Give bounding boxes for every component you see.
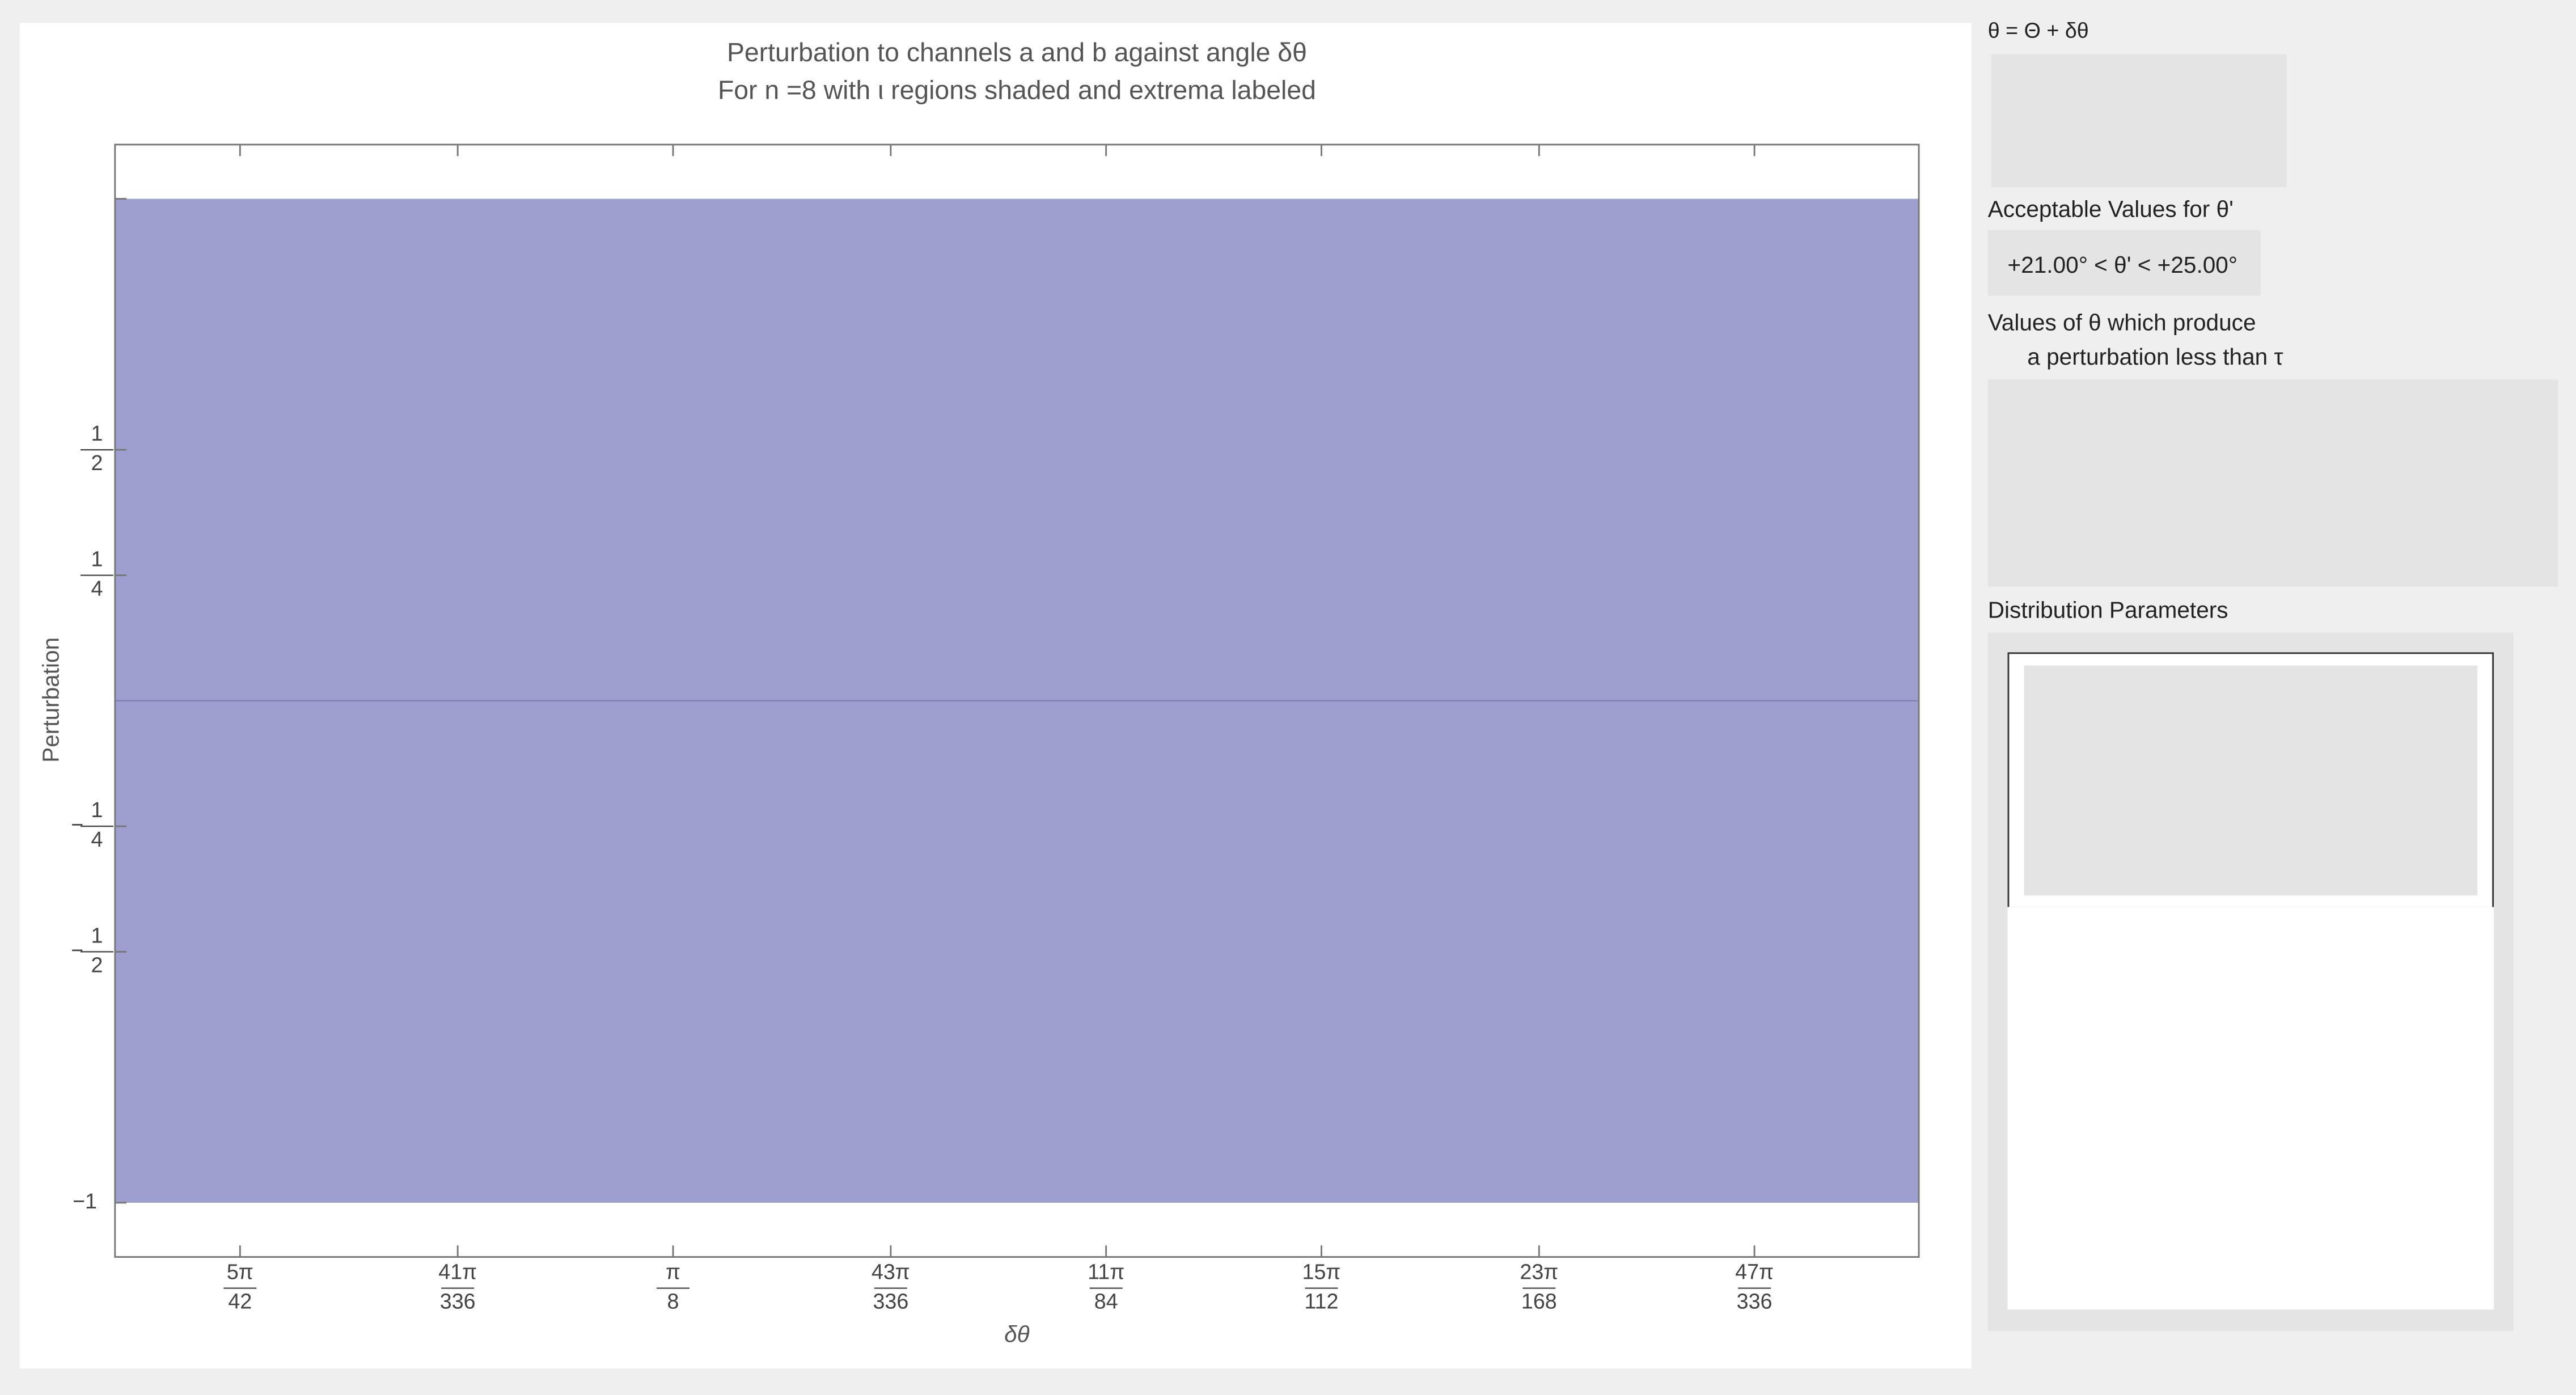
distribution-title: Distribution Parameters [1987,596,2228,623]
x-tick-label: 41π/336 [438,1260,477,1313]
y-tick-label: 1/2 [91,421,103,475]
x-tick-label: 47π/336 [1735,1260,1774,1313]
x-tick-label: π/8 [666,1260,680,1313]
plot-frame [114,143,1920,1258]
gradient-frame [2007,652,2494,909]
y-tick-label: 1/4 [91,547,103,600]
equation: θ = Θ + δθ [1987,18,2089,43]
values-box [1987,379,2558,587]
acceptable-range: +21.00° < θ' < +25.00° [2007,251,2238,278]
x-tick-label: 23π/168 [1520,1260,1558,1313]
parameter-grid [2007,907,2494,1310]
x-tick-label: 5π/42 [227,1260,253,1313]
acceptable-title: Acceptable Values for θ' [1987,195,2234,222]
acceptable-box [1987,230,2261,296]
params-box [1991,54,2287,188]
values-subtitle: a perturbation less than τ [2027,343,2283,370]
chart-title: Perturbation to channels a and b against… [727,37,1307,67]
y-axis-label: Perturbation [37,637,64,763]
chart-subtitle: For n =8 with ι regions shaded and extre… [718,75,1316,105]
x-tick-label: 15π/112 [1302,1260,1341,1313]
x-tick-label: 43π/336 [872,1260,910,1313]
x-axis-label: δθ [1004,1321,1030,1347]
y-tick-label: −1 [73,1189,97,1213]
x-tick-label: 11π/84 [1088,1260,1124,1313]
values-title: Values of θ which produce [1987,308,2256,336]
y-tick-label: −1/4 [71,798,103,851]
y-tick-label: −1/2 [71,923,103,976]
gradient-panel [2024,665,2478,896]
